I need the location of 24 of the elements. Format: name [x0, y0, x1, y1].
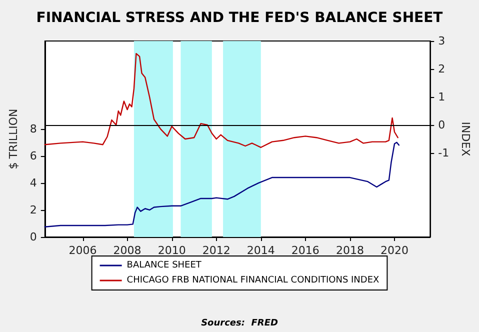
y2-tick-label: 1 — [438, 90, 446, 104]
y-tick-label: 6 — [30, 149, 37, 162]
x-tick-label: 2018 — [336, 244, 364, 257]
x-tick-label: 2010 — [158, 244, 186, 257]
y-axis-title: $ TRILLION — [7, 108, 20, 170]
y-tick-label: 2 — [30, 203, 37, 216]
legend-label: BALANCE SHEET — [126, 260, 202, 270]
x-tick-label: 2016 — [291, 244, 320, 257]
legend-label: CHICAGO FRB NATIONAL FINANCIAL CONDITIONS INDEX — [126, 276, 380, 286]
x-tick-label: 2012 — [202, 244, 230, 257]
x-tick-label: 2014 — [246, 244, 275, 257]
chart-title: FINANCIAL STRESS AND THE FED'S BALANCE SHEET — [36, 10, 444, 26]
y-tick-label: 4 — [30, 176, 37, 190]
x-tick-label: 2020 — [380, 244, 409, 257]
y2-axis-title: INDEX — [459, 122, 472, 157]
y2-tick-label: 3 — [438, 34, 446, 48]
x-tick-label: 2008 — [113, 244, 142, 257]
x-tick-label: 2006 — [68, 244, 97, 257]
y2-tick-label: 2 — [438, 62, 446, 76]
source-note: Sources: FRED — [201, 318, 278, 328]
y2-tick-label: 0 — [438, 118, 446, 132]
y-tick-label: 8 — [30, 122, 37, 136]
y2-tick-label: -1 — [438, 146, 450, 160]
y-tick-label: 0 — [30, 230, 37, 244]
